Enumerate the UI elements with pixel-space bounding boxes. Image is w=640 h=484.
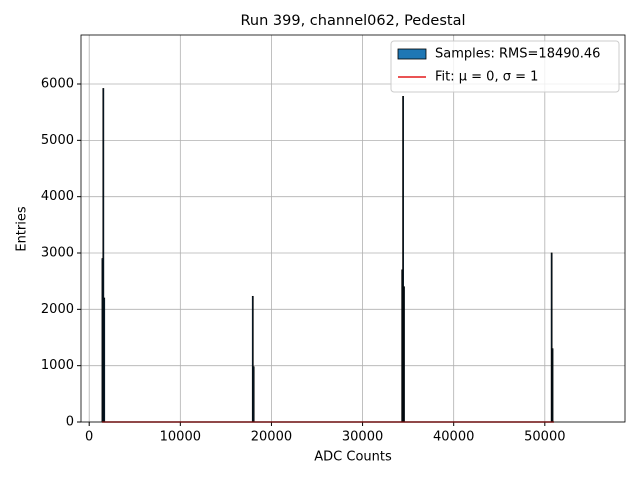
x-tick-label: 40000 [433,430,474,445]
y-tick-label: 1000 [41,358,74,373]
y-tick-label: 4000 [41,189,74,204]
legend-label: Fit: μ = 0, σ = 1 [435,70,538,85]
y-tick-label: 0 [66,415,74,430]
x-tick-label: 10000 [160,430,201,445]
x-tick-label: 0 [85,430,93,445]
y-tick-label: 6000 [41,77,74,92]
plot-frame [80,34,626,423]
legend-patch [397,48,427,60]
legend-box [390,40,620,93]
x-tick-label: 30000 [342,430,383,445]
chart-title: Run 399, channel062, Pedestal [240,13,465,29]
y-tick-label: 2000 [41,302,74,317]
histogram-bar [252,366,255,423]
legend-label: Samples: RMS=18490.46 [435,47,600,62]
histogram-bar [551,348,554,423]
x-axis-label: ADC Counts [314,450,392,465]
histogram-bar [403,286,405,423]
x-tick-label: 20000 [251,430,292,445]
y-tick-label: 5000 [41,133,74,148]
x-tick-label: 50000 [524,430,565,445]
histogram-bar [103,297,106,423]
y-axis-label: Entries [15,206,30,252]
y-tick-label: 3000 [41,246,74,261]
